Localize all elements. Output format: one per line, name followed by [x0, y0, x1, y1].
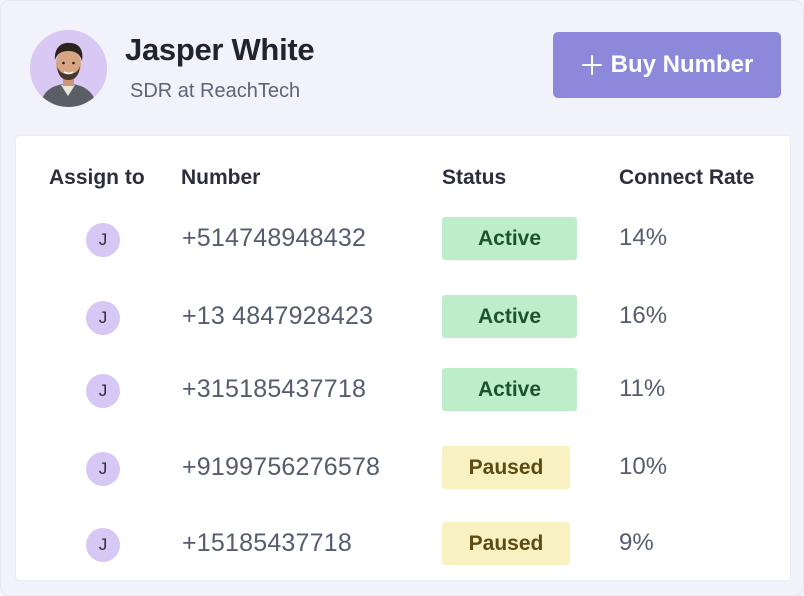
phone-number: +315185437718 [182, 375, 367, 403]
table-row[interactable]: J +13 4847928423 Active 16% [16, 295, 792, 339]
assignee-avatar[interactable]: J [86, 301, 120, 335]
assignee-avatar[interactable]: J [86, 452, 120, 486]
assignee-avatar[interactable]: J [86, 223, 120, 257]
phone-number: +514748948432 [182, 224, 367, 252]
profile-role: SDR at ReachTech [130, 80, 301, 102]
header-number: Number [181, 166, 261, 189]
buy-number-button[interactable]: Buy Number [553, 32, 781, 98]
header-assign-to: Assign to [49, 166, 145, 189]
profile-name: Jasper White [125, 32, 315, 67]
table-row[interactable]: J +514748948432 Active 14% [16, 217, 792, 261]
phone-number: +15185437718 [182, 529, 352, 557]
status-badge: Active [442, 295, 577, 338]
header-status: Status [442, 166, 507, 189]
status-badge: Active [442, 217, 577, 260]
assignee-avatar[interactable]: J [86, 528, 120, 562]
plus-icon [581, 55, 602, 75]
connect-rate: 9% [619, 529, 654, 556]
status-badge: Paused [442, 522, 570, 565]
numbers-table: Assign to Number Status Connect Rate J +… [15, 135, 791, 581]
connect-rate: 11% [619, 375, 666, 402]
phone-number: +9199756276578 [182, 453, 381, 481]
table-row[interactable]: J +315185437718 Active 11% [16, 368, 792, 412]
buy-number-label: Buy Number [610, 51, 754, 78]
table-row[interactable]: J +15185437718 Paused 9% [16, 522, 792, 566]
header-connect-rate: Connect Rate [619, 166, 755, 189]
assignee-avatar[interactable]: J [86, 374, 120, 408]
profile-avatar [30, 30, 107, 107]
table-row[interactable]: J +9199756276578 Paused 10% [16, 446, 792, 490]
connect-rate: 10% [619, 453, 668, 480]
connect-rate: 16% [619, 302, 668, 329]
status-badge: Paused [442, 446, 570, 489]
connect-rate: 14% [619, 224, 668, 251]
person-portrait-icon [30, 30, 107, 107]
status-badge: Active [442, 368, 577, 411]
phone-number: +13 4847928423 [182, 302, 374, 330]
